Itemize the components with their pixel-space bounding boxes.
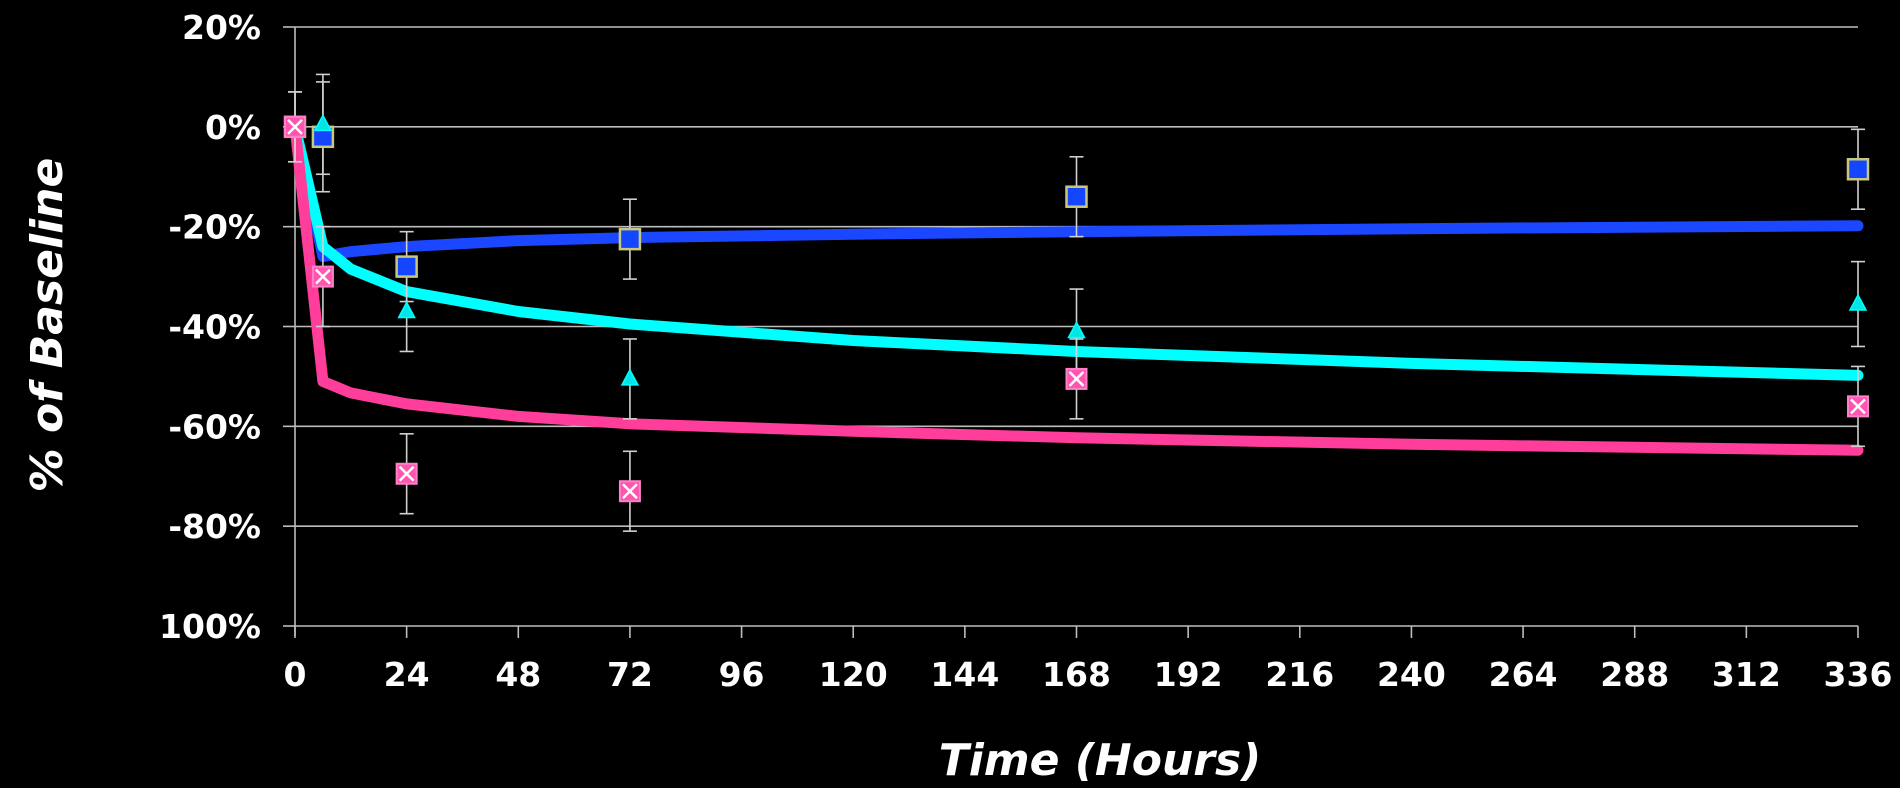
data-point-x-square [395, 462, 418, 485]
x-tick-label: 264 [1489, 655, 1558, 694]
x-tick-label: 120 [819, 655, 888, 694]
data-point-x-square [1847, 395, 1869, 418]
x-tick-label: 144 [930, 655, 999, 694]
data-point-x-square-cross [622, 483, 638, 500]
x-tick-label: 168 [1042, 655, 1111, 694]
x-tick-label: 336 [1824, 655, 1893, 694]
y-tick-label: -40% [168, 308, 261, 347]
data-point-square [1065, 185, 1088, 208]
data-point-x-square-cross [315, 268, 331, 285]
data-point-x-square [1065, 367, 1088, 390]
data-point-x-square-cross [1068, 371, 1085, 387]
y-tick-label: -20% [168, 208, 261, 247]
data-point-square [395, 255, 418, 278]
x-tick-label: 216 [1265, 655, 1334, 694]
fit-curve-3 [289, 121, 1864, 456]
x-tick-label: 72 [607, 655, 653, 694]
data-point-x-square [284, 115, 306, 138]
data-point-square [1846, 158, 1870, 181]
x-tick-label: 0 [284, 655, 307, 694]
y-tick-label: 20% [182, 8, 261, 47]
x-tick-label: 24 [384, 655, 430, 694]
data-point-triangle [313, 113, 333, 132]
data-point-x-square [311, 265, 334, 288]
x-tick-label: 288 [1600, 655, 1669, 694]
data-point-triangle [1848, 293, 1868, 311]
x-tick-label: 312 [1712, 655, 1781, 694]
data-point-triangle [620, 368, 640, 386]
fit-curves [289, 121, 1864, 456]
data-point-x-square-cross [1850, 398, 1866, 415]
x-tick-label: 96 [719, 655, 765, 694]
data-point-x-square-cross [287, 118, 303, 135]
y-tick-label: -60% [168, 407, 261, 446]
data-point-x-square [618, 480, 641, 503]
data-point-triangle [1067, 320, 1086, 339]
fit-curve-2 [289, 121, 1864, 381]
x-tick-label: 240 [1377, 655, 1446, 694]
x-tick-label: 48 [495, 655, 541, 694]
y-tick-label: 0% [205, 108, 261, 147]
data-markers [283, 113, 1870, 503]
data-point-x-square-cross [398, 465, 415, 482]
x-axis-title: Time (Hours) [939, 735, 1262, 786]
tick-labels: 20% 0% -20% -40% -60% -80% 100% 0 24 48 72 96 120 144… [159, 8, 1892, 694]
y-tick-label: 100% [159, 607, 261, 646]
x-tick-label: 192 [1154, 655, 1223, 694]
data-point-square [618, 227, 642, 251]
y-axis-title: % of Baseline [22, 158, 73, 493]
y-tick-label: -80% [168, 507, 261, 546]
data-point-triangle [397, 300, 416, 319]
